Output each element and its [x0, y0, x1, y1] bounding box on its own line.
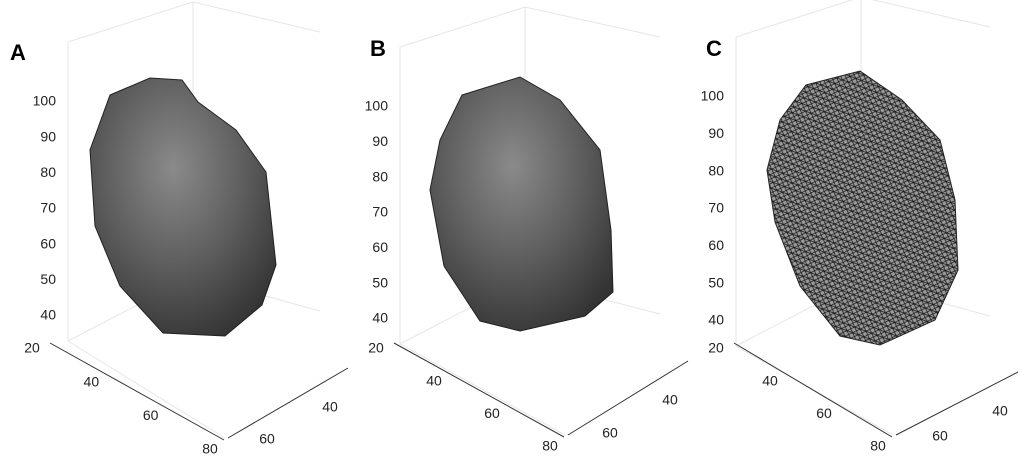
z-tick-label: 90 [372, 133, 388, 149]
panel-label: C [706, 36, 722, 61]
x-tick-label: 20 [368, 340, 384, 356]
panel-label: A [10, 40, 26, 65]
z-tick-label: 90 [40, 128, 56, 144]
y-tick-label: 40 [662, 392, 678, 408]
x-tick-label: 40 [84, 373, 100, 389]
z-tick-label: 70 [708, 200, 724, 216]
y-tick-label: 60 [602, 425, 618, 441]
y-tick-label: 40 [322, 399, 338, 415]
y-tick-label: 60 [932, 428, 948, 444]
z-tick-label: 100 [701, 88, 725, 104]
z-tick-label: 80 [40, 164, 56, 180]
axis-line [49, 342, 225, 441]
z-tick-label: 70 [372, 204, 388, 220]
x-tick-label: 20 [24, 340, 40, 356]
z-tick-label: 60 [708, 237, 724, 253]
axis-line [393, 342, 565, 438]
axis-line [567, 360, 689, 436]
z-tick-label: 60 [40, 235, 56, 251]
x-tick-label: 80 [542, 438, 558, 454]
x-tick-label: 20 [708, 340, 724, 356]
z-tick-label: 60 [372, 239, 388, 255]
z-tick-label: 90 [708, 125, 724, 141]
x-tick-label: 80 [202, 441, 218, 457]
x-tick-label: 60 [143, 407, 159, 423]
z-tick-label: 100 [365, 98, 389, 114]
shape-render [766, 70, 959, 346]
y-tick-label: 60 [259, 431, 275, 447]
x-tick-label: 40 [426, 372, 442, 388]
z-tick-label: 40 [372, 310, 388, 326]
x-tick-label: 80 [870, 438, 886, 454]
shape-render [429, 76, 614, 332]
z-tick-label: 100 [33, 93, 57, 109]
z-tick-label: 50 [40, 271, 56, 287]
axis-line [895, 371, 1019, 436]
z-tick-label: 80 [372, 168, 388, 184]
axis-line [227, 367, 349, 439]
z-tick-label: 40 [40, 307, 56, 323]
z-tick-label: 50 [372, 274, 388, 290]
panel-label: B [370, 36, 386, 61]
y-tick-label: 40 [992, 403, 1008, 419]
z-tick-label: 70 [40, 200, 56, 216]
z-tick-label: 80 [708, 162, 724, 178]
z-tick-label: 40 [708, 312, 724, 328]
shape-render [89, 77, 277, 337]
axis-line [733, 342, 893, 438]
x-tick-label: 60 [484, 405, 500, 421]
z-tick-label: 50 [708, 274, 724, 290]
x-tick-label: 40 [762, 372, 778, 388]
x-tick-label: 60 [816, 405, 832, 421]
